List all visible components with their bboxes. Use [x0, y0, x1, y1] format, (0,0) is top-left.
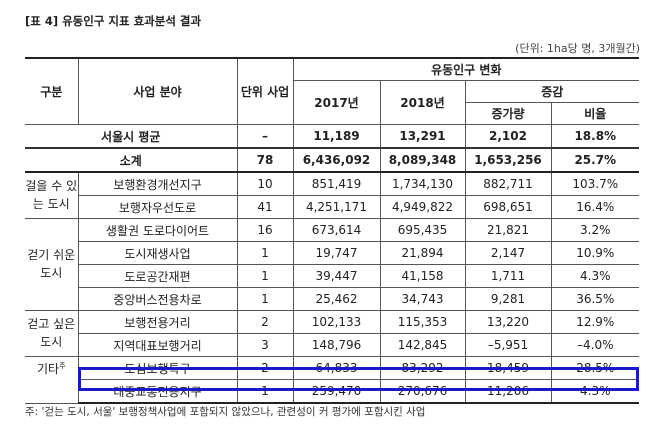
group-cell: 걸을 수 있는 도시 [25, 171, 79, 219]
cell-increase: 11,206 [464, 379, 552, 404]
table-row: 중앙버스전용차로 1 25,462 34,743 9,281 36.5% [25, 287, 640, 311]
cell-y2017: 148,796 [292, 333, 381, 357]
cell-field: 도로공간재편 [78, 264, 238, 288]
footnote-mark: 주 [59, 362, 66, 370]
group-cell: 걷고 싶은 도시 [25, 310, 79, 357]
header-change: 유동인구 변화 [292, 57, 640, 81]
cell-ratio: 103.7% [550, 171, 640, 196]
cell-field: 중앙버스전용차로 [78, 287, 238, 311]
header-ratio: 비율 [550, 102, 640, 125]
cell: 2,102 [464, 124, 552, 149]
cell-y2017: 673,614 [292, 218, 381, 242]
cell-ratio: 36.5% [550, 287, 640, 311]
cell: 78 [236, 147, 294, 173]
cell-field: 보행전용거리 [77, 310, 238, 334]
cell-increase: –5,951 [464, 333, 552, 357]
cell: 8,089,348 [379, 147, 466, 173]
cell-y2018: 1,734,130 [379, 171, 466, 196]
cell-increase: 698,651 [464, 195, 552, 219]
cell-count: 16 [236, 218, 294, 242]
group-label: 걷기 쉬운 도시 [27, 248, 76, 280]
cell-ratio: 10.9% [550, 241, 640, 265]
cell-y2017: 102,133 [292, 310, 381, 334]
cell-ratio: 4.3% [550, 264, 640, 288]
cell-field: 보행환경개선지구 [77, 171, 238, 196]
cell: 1,653,256 [464, 147, 552, 173]
cell-y2017: 19,747 [292, 241, 381, 265]
cell-y2017: 851,419 [292, 171, 381, 196]
table-row: 걷기 쉬운 도시 생활권 도로다이어트 16 673,614 695,435 21,821… [25, 218, 640, 311]
cell-ratio: 16.4% [550, 195, 640, 219]
group-label: 걷고 싶은 도시 [27, 317, 76, 349]
cell: 서울시 평균 [25, 124, 238, 149]
cell-increase: 13,220 [464, 310, 552, 334]
cell-y2018: 695,435 [379, 218, 466, 242]
group-label: 기타 [36, 362, 60, 376]
cell-increase: 21,821 [464, 218, 552, 242]
cell-increase: 882,711 [464, 171, 552, 196]
cell-count: 3 [236, 333, 294, 357]
header-count: 단위 사업 [236, 57, 294, 125]
cell-y2018: 4,949,822 [379, 195, 466, 219]
cell-field: 지역대표보행거리 [78, 333, 238, 357]
effect-analysis-table: 구분 사업 분야 단위 사업 유동인구 변화 2017년 2018년 증감 증가량 비율 서… [25, 57, 640, 404]
cell-count: 41 [236, 195, 294, 219]
cell-y2018: 41,158 [379, 264, 466, 288]
cell-count: 2 [236, 310, 294, 334]
cell-increase: 9,281 [464, 287, 552, 311]
cell-ratio: –4.0% [550, 333, 640, 357]
cell: 13,291 [379, 124, 466, 149]
highlight-box [78, 367, 639, 391]
cell-y2017: 259,470 [292, 379, 381, 404]
cell-increase: 2,147 [464, 241, 552, 265]
cell-y2017: 39,447 [292, 264, 381, 288]
group-cell: 걷기 쉬운 도시 [25, 218, 79, 311]
cell-ratio: 3.2% [550, 218, 640, 242]
unit-label: (단위: 1ha당 명, 3개월간) [515, 42, 640, 55]
cell: – [236, 124, 294, 149]
cell: 11,189 [292, 124, 381, 149]
cell-increase: 1,711 [464, 264, 552, 288]
cell-field: 보행자우선도로 [78, 195, 238, 219]
cell-y2018: 115,353 [379, 310, 466, 334]
table-title: [표 4] 유동인구 지표 효과분석 결과 [25, 14, 202, 28]
cell-y2018: 270,676 [379, 379, 466, 404]
cell-y2018: 34,743 [379, 287, 466, 311]
cell-y2017: 25,462 [292, 287, 381, 311]
cell-y2017: 4,251,171 [292, 195, 381, 219]
cell-count: 1 [236, 264, 294, 288]
table-row-seoul-average: 서울시 평균 –11,189 13,291 2,102 18.8% [25, 124, 640, 149]
cell-y2018: 142,845 [379, 333, 466, 357]
table-row: 지역대표보행거리 3 148,796 142,845 –5,951 –4.0% [25, 333, 640, 357]
table-row-subtotal: 소계 78 6,436,092 8,089,348 1,653,256 25.7% [25, 147, 640, 173]
group-cell: 기타주 [25, 356, 79, 404]
header-2017: 2017년 [293, 80, 381, 125]
cell-field: 생활권 도로다이어트 [77, 218, 238, 242]
cell-ratio: 4.3% [550, 379, 640, 404]
table-row: 걷고 싶은 도시 보행전용거리 2 102,133 115,353 13,220 12.9% [25, 310, 640, 357]
cell-count: 1 [236, 379, 294, 404]
cell: 18.8% [550, 124, 640, 149]
cell-ratio: 12.9% [550, 310, 640, 334]
cell: 소계 [25, 147, 238, 173]
cell-y2018: 21,894 [379, 241, 466, 265]
header-2018: 2018년 [379, 80, 466, 125]
table-row: 도시재생사업 1 19,747 21,894 2,147 10.9% [25, 241, 640, 265]
table-row: 도로공간재편 1 39,447 41,158 1,711 4.3% [25, 264, 640, 288]
table-row: 걸을 수 있는 도시 보행환경개선지구 10 851,419 1,734,130 882,… [25, 171, 640, 219]
cell-count: 10 [236, 171, 294, 196]
cell: 6,436,092 [292, 147, 381, 173]
cell-field: 도시재생사업 [78, 241, 238, 265]
table-row: 보행자우선도로 41 4,251,171 4,949,822 698,651 16.4% [25, 195, 640, 219]
header-field: 사업 분야 [77, 57, 238, 125]
footnote: 주: '걷는 도시, 서울' 보행정책사업에 포함되지 않았으나, 관련성이 커… [25, 406, 426, 418]
header-group: 구분 [25, 57, 79, 125]
cell-count: 1 [236, 287, 294, 311]
cell: 25.7% [550, 147, 640, 173]
header-delta: 증감 [464, 80, 640, 103]
cell-count: 1 [236, 241, 294, 265]
header-increase: 증가량 [465, 102, 552, 125]
group-label: 걸을 수 있는 도시 [25, 179, 78, 211]
